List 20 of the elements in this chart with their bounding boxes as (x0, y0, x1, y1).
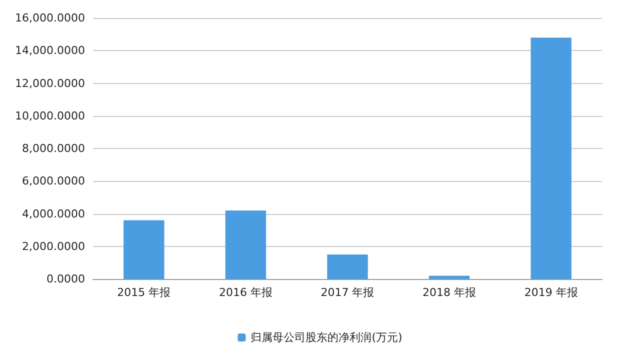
legend-label: 归属母公司股东的净利润(万元) (250, 331, 402, 344)
bar (225, 210, 266, 279)
y-tick-label: 16,000.0000 (15, 12, 85, 24)
bar (530, 38, 572, 279)
y-tick-label: 0.0000 (46, 272, 85, 286)
x-tick-label: 2015 年报 (117, 286, 171, 299)
y-tick-label: 6,000.0000 (22, 174, 85, 188)
y-tick-label: 12,000.0000 (15, 76, 85, 90)
x-tick-label: 2016 年报 (218, 286, 272, 299)
y-tick-label: 4,000.0000 (22, 207, 85, 220)
bar (327, 254, 368, 279)
y-tick-label: 2,000.0000 (22, 240, 85, 253)
bar (428, 276, 470, 279)
x-tick-label: 2019 年报 (524, 286, 578, 299)
x-tick-label: 2017 年报 (320, 286, 374, 299)
bar (124, 220, 164, 279)
x-tick-label: 2018 年报 (422, 286, 476, 299)
y-tick-label: 10,000.0000 (15, 109, 85, 122)
y-tick-label: 14,000.0000 (15, 44, 85, 58)
y-tick-label: 8,000.0000 (22, 142, 85, 155)
